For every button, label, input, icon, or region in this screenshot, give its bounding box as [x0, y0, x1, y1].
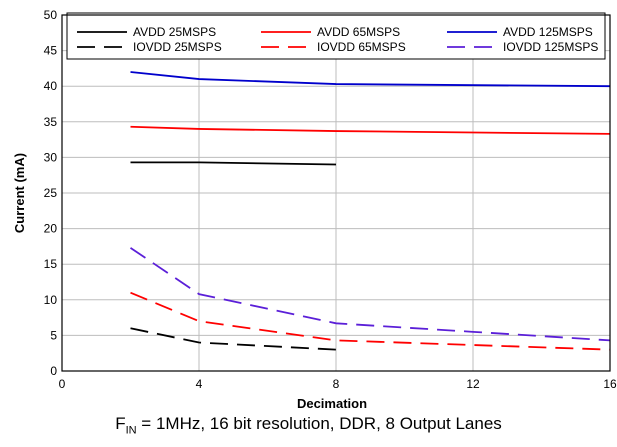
series-lines	[129, 71, 611, 351]
series-line-iovdd-25msps	[130, 327, 337, 351]
y-axis-label: Current (mA)	[12, 153, 27, 233]
legend-box	[66, 12, 606, 60]
x-tick-label: 0	[59, 377, 66, 391]
y-tick-label: 35	[44, 115, 58, 129]
plot-frame	[61, 14, 611, 372]
x-axis-label: Decimation	[297, 396, 367, 411]
y-tick-label: 30	[44, 150, 58, 164]
y-tick-label: 45	[44, 44, 58, 58]
y-tick-label: 40	[44, 79, 58, 93]
series-line-avdd-125msps	[130, 71, 611, 88]
y-tick-label: 25	[44, 186, 58, 200]
legend-label: AVDD 125MSPS	[503, 25, 593, 39]
x-tick-label: 8	[333, 377, 340, 391]
series-line-avdd-25msps	[130, 161, 337, 166]
y-tick-label: 10	[44, 293, 58, 307]
legend-label: AVDD 65MSPS	[317, 25, 400, 39]
y-tick-label: 5	[50, 328, 57, 342]
caption-prefix: F	[115, 414, 126, 433]
caption-text: = 1MHz, 16 bit resolution, DDR, 8 Output…	[136, 414, 502, 433]
y-tick-label: 50	[44, 8, 58, 22]
chart-caption: FIN = 1MHz, 16 bit resolution, DDR, 8 Ou…	[0, 414, 617, 436]
legend: AVDD 25MSPS AVDD 65MSPS AVDD 125MSPSIOVDD …	[66, 12, 606, 60]
legend-label: AVDD 25MSPS	[133, 25, 216, 39]
grid-lines	[62, 15, 610, 371]
x-tick-label: 4	[196, 377, 203, 391]
x-tick-label: 16	[603, 377, 617, 391]
series-line-avdd-65msps	[130, 125, 611, 135]
legend-label: IOVDD 25MSPS	[133, 40, 222, 54]
caption-subscript: IN	[125, 424, 137, 437]
legend-label: IOVDD 65MSPS	[317, 40, 406, 54]
y-tick-label: 0	[50, 364, 57, 378]
y-tick-label: 20	[44, 222, 58, 236]
axes: 0 5 10 15 20 25 30 35 40 45 50 0 4 8 12 16 Decimation Cur…	[12, 8, 617, 411]
series-line-iovdd-65msps	[130, 291, 611, 351]
x-tick-label: 12	[466, 377, 480, 391]
y-tick-label: 15	[44, 257, 58, 271]
legend-label: IOVDD 125MSPS	[503, 40, 598, 54]
series-line-iovdd-125msps	[129, 247, 611, 342]
